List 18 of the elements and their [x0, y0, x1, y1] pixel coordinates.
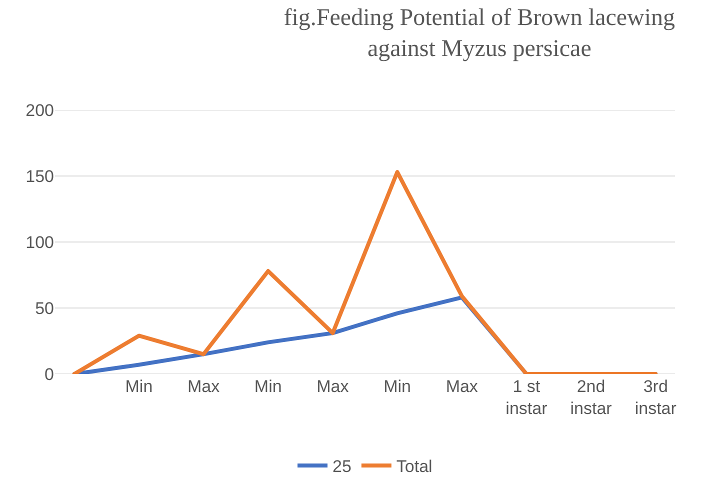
y-tick-label: 50: [35, 298, 54, 318]
y-tick-label: 100: [26, 232, 54, 252]
x-tick-label: 2nd instar: [570, 377, 612, 418]
x-tick-label: 1 st instar: [506, 377, 548, 418]
y-tick-label: 0: [44, 364, 54, 384]
x-tick-label: Min: [254, 377, 282, 396]
x-tick-label: Max: [446, 377, 478, 396]
x-tick-label: Max: [187, 377, 220, 396]
legend-label: Total: [396, 457, 432, 476]
x-tick-label: Max: [316, 377, 350, 396]
y-tick-label: 200: [26, 100, 54, 120]
x-tick-label: Min: [125, 377, 153, 396]
line-series: [72, 170, 658, 374]
x-tick-label: 3rd instar: [634, 377, 677, 418]
y-tick-label: 150: [26, 166, 54, 186]
x-tick-label: Min: [384, 377, 411, 396]
chart-title: fig.Feeding Potential of Brown lacewing against Myzus persicae: [284, 4, 676, 62]
legend-label: 25: [332, 457, 352, 476]
